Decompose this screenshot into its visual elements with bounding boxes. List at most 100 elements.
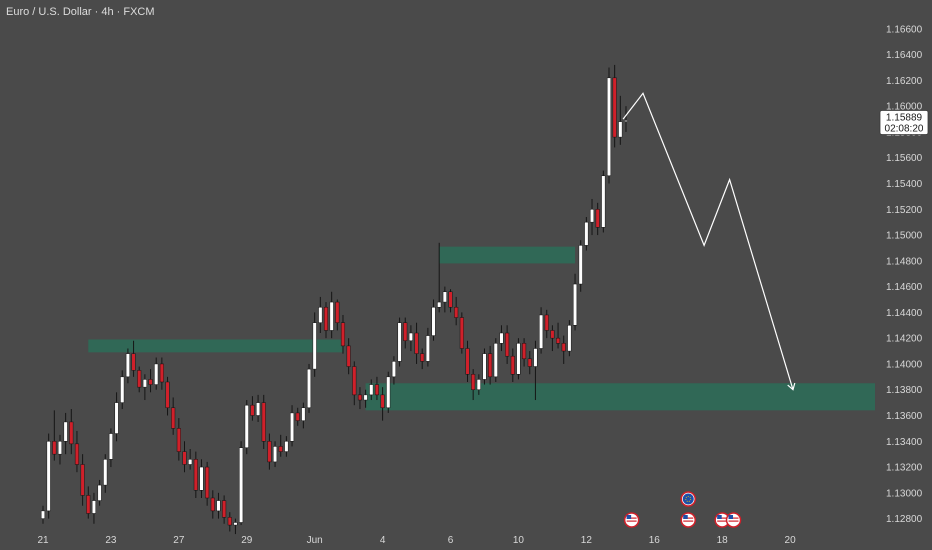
- candle: [125, 353, 130, 378]
- candle: [437, 301, 442, 308]
- candle: [284, 441, 289, 452]
- candle: [510, 355, 515, 375]
- candle: [539, 314, 544, 349]
- candle: [454, 306, 459, 318]
- candle: [595, 209, 600, 228]
- candle: [256, 402, 261, 416]
- time-tick-label: 20: [785, 535, 797, 546]
- price-tick-label: 1.13400: [886, 437, 923, 448]
- zone-1: [439, 246, 576, 264]
- candle: [176, 428, 181, 452]
- candle: [403, 322, 408, 341]
- price-tick-label: 1.16600: [886, 24, 923, 35]
- price-tick-label: 1.14600: [886, 282, 923, 293]
- candle: [278, 446, 283, 452]
- candle: [250, 404, 255, 416]
- us-flag-icon[interactable]: [714, 512, 730, 528]
- current-price-label: 1.15889 02:08:20: [879, 110, 929, 135]
- candle: [471, 374, 476, 390]
- price-tick-label: 1.15600: [886, 153, 923, 164]
- candle: [589, 209, 595, 223]
- candle: [363, 394, 368, 401]
- candle: [323, 306, 329, 331]
- candle: [374, 384, 379, 396]
- candle: [91, 500, 96, 514]
- candle: [86, 495, 91, 514]
- price-tick-label: 1.13600: [886, 411, 923, 422]
- time-tick-label: 27: [173, 535, 185, 546]
- projection-layer: [622, 92, 796, 391]
- price-tick-label: 1.13000: [886, 488, 923, 499]
- price-tick-label: 1.12800: [886, 514, 923, 525]
- candle: [57, 441, 63, 455]
- candle: [623, 120, 629, 122]
- candle: [527, 358, 532, 367]
- candle: [584, 221, 589, 246]
- time-tick-label: 23: [105, 535, 117, 546]
- candle: [120, 376, 125, 403]
- candle: [216, 500, 221, 512]
- candle: [306, 368, 312, 409]
- candle: [612, 77, 617, 138]
- candle: [131, 353, 136, 371]
- candle: [171, 407, 176, 429]
- candle: [159, 363, 164, 383]
- candle: [606, 77, 612, 177]
- candle: [414, 332, 419, 354]
- candle: [46, 441, 51, 512]
- us-flag-icon[interactable]: [623, 512, 640, 528]
- zone-0: [88, 339, 343, 353]
- time-axis[interactable]: 21 23 27 29 Jun 4 6 10 12 16 18 20: [37, 535, 796, 546]
- candle: [386, 376, 391, 409]
- candle: [533, 348, 538, 367]
- candle: [261, 402, 266, 442]
- candle: [578, 245, 583, 285]
- candle: [459, 317, 464, 349]
- price-axis[interactable]: 1.166001.164001.162001.160001.158001.156…: [886, 24, 923, 525]
- candle: [357, 394, 363, 401]
- candle: [329, 301, 334, 331]
- candle: [369, 384, 374, 396]
- time-tick-label: 16: [649, 535, 661, 546]
- candle: [476, 379, 481, 390]
- candle: [312, 322, 317, 370]
- candle: [488, 353, 493, 378]
- us-flag-icon[interactable]: [725, 512, 742, 528]
- candle: [239, 447, 244, 523]
- candle: [80, 464, 85, 496]
- candle: [108, 433, 113, 460]
- time-tick-label: 4: [380, 535, 386, 546]
- candle: [182, 451, 187, 465]
- candle: [482, 353, 487, 380]
- candle: [74, 443, 80, 465]
- time-tick-label: 12: [581, 535, 593, 546]
- candle: [103, 459, 108, 486]
- time-tick-label: 6: [448, 535, 454, 546]
- time-tick-label: 10: [513, 535, 525, 546]
- candle: [465, 348, 470, 375]
- candle: [505, 332, 510, 357]
- zone-2: [365, 383, 876, 411]
- candle: [69, 421, 74, 445]
- candle: [550, 330, 555, 339]
- candle: [193, 459, 198, 491]
- us-flag-icon[interactable]: [680, 512, 696, 528]
- candle: [561, 343, 566, 352]
- candle: [601, 175, 606, 228]
- price-tick-label: 1.13800: [886, 385, 923, 396]
- candle: [222, 500, 227, 518]
- eu-flag-icon[interactable]: [680, 491, 696, 507]
- candle: [340, 322, 346, 347]
- candle: [273, 446, 278, 463]
- candle: [352, 366, 357, 396]
- candle: [227, 517, 232, 526]
- candle: [210, 497, 215, 512]
- candle: [142, 379, 147, 388]
- candle: [318, 306, 323, 323]
- candle: [148, 379, 153, 385]
- candle: [397, 322, 402, 362]
- time-tick-label: Jun: [307, 535, 323, 546]
- candle: [556, 337, 561, 344]
